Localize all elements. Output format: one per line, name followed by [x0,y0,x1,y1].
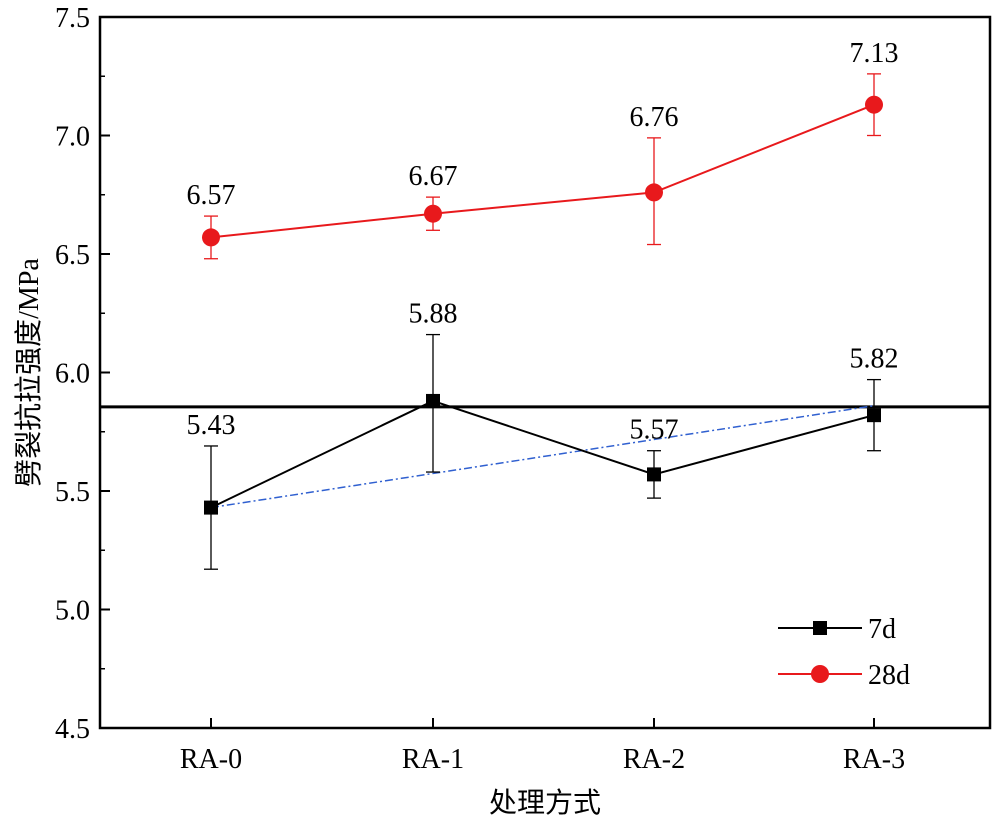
series-line-7d [210,399,875,509]
data-label-28d: 6.76 [630,102,679,133]
data-label-28d: 7.13 [850,38,899,69]
y-tick-label: 4.5 [55,714,90,745]
legend-label: 7d [868,614,896,645]
data-point-28d [424,204,442,223]
data-point-7d [867,408,881,423]
data-label-7d: 5.88 [409,299,458,330]
x-tick-label: RA-0 [180,744,242,775]
data-point-7d [426,393,440,408]
y-tick-label: 5.5 [55,477,90,508]
series-line-28d [210,103,875,239]
x-tick-label: RA-2 [623,744,685,775]
data-point-28d [645,183,663,202]
data-point-28d [202,228,220,247]
data-label-7d: 5.43 [187,410,236,441]
legend-entry-28d: 28d [778,660,910,691]
data-label-28d: 6.57 [187,180,236,211]
x-tick-label: RA-1 [402,744,464,775]
y-tick-label: 7.5 [55,3,90,34]
legend-label: 28d [868,660,910,691]
data-label-28d: 6.67 [409,161,458,192]
y-tick-label: 6.0 [55,359,90,390]
legend-entry-7d: 7d [778,614,896,645]
y-axis-title: 劈裂抗拉强度/MPa [13,258,45,487]
y-tick-label: 6.5 [55,240,90,271]
data-point-28d [865,95,883,114]
trend-dashdot-line [210,404,875,509]
legend-marker [811,665,829,683]
data-point-7d [204,500,218,515]
y-tick-label: 5.0 [55,596,90,627]
x-tick-label: RA-3 [843,744,905,775]
data-label-7d: 5.82 [850,344,899,375]
y-tick-label: 7.0 [55,122,90,153]
x-axis-title: 处理方式 [489,787,601,819]
data-point-7d [647,467,661,482]
data-label-7d: 5.57 [630,415,679,446]
legend-marker [813,621,827,635]
